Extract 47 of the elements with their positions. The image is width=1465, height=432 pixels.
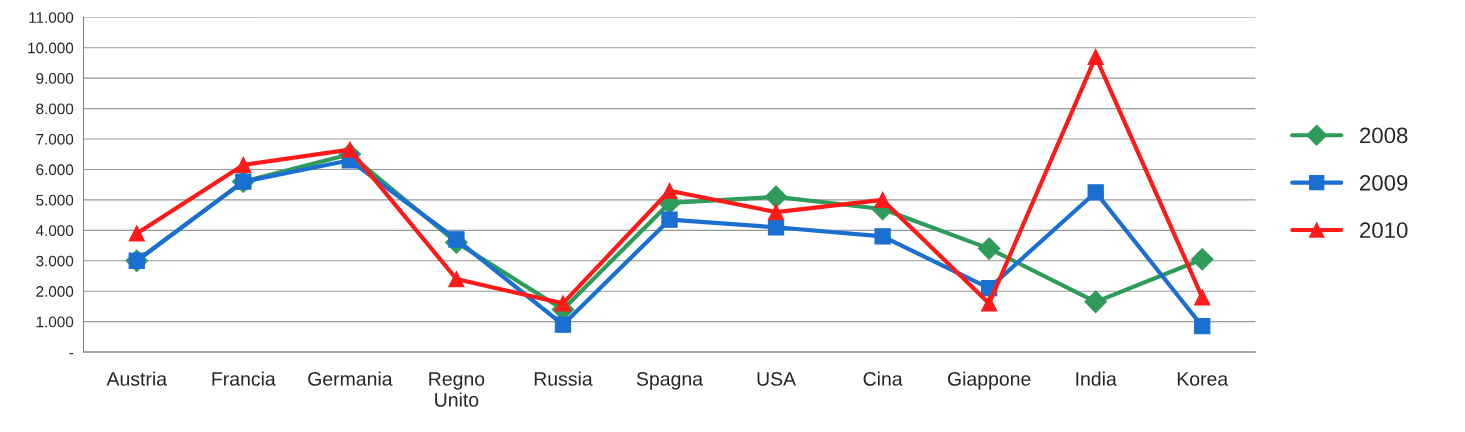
point (661, 211, 678, 228)
y-tick-label: 9.000 (36, 73, 74, 84)
point (1190, 247, 1214, 271)
point (1194, 289, 1211, 306)
point (874, 228, 891, 245)
y-tick-label: - (69, 352, 74, 355)
y-tick-label: 6.000 (36, 164, 74, 176)
point (341, 141, 359, 158)
point (1087, 48, 1104, 66)
y-tick-label: 1.000 (36, 316, 74, 328)
point (661, 182, 678, 199)
point (767, 219, 785, 236)
legend-label: 2010 (1360, 222, 1408, 239)
y-tick-label: 11.000 (29, 12, 74, 23)
x-tick-label: USA (757, 372, 796, 386)
x-tick-label: India (1076, 371, 1117, 386)
x-tick-label: Giappone (947, 371, 1031, 390)
point (1084, 290, 1108, 314)
y-tick-label: 3.000 (36, 255, 74, 267)
point (767, 203, 785, 221)
point (1194, 318, 1211, 335)
x-tick-label: Korea (1177, 372, 1229, 386)
x-tick-label: Cina (863, 371, 903, 386)
y-tick-label: 10.000 (28, 42, 74, 54)
point (128, 225, 145, 242)
x-tick-label: Austria (106, 371, 168, 386)
point (235, 156, 252, 174)
x-tick-label: Regno Unito (429, 372, 485, 407)
x-tick-label: Francia (212, 371, 276, 386)
legend-label: 2009 (1360, 174, 1408, 191)
x-tick-label: Spagna (636, 372, 704, 390)
x-tick-label: Russia (534, 371, 593, 386)
point (980, 295, 998, 312)
y-tick-label: 7.000 (36, 133, 74, 145)
point (554, 295, 572, 312)
y-tick-label: 4.000 (35, 225, 74, 237)
point (977, 237, 1001, 260)
point (554, 316, 572, 333)
x-tick-label: Germania (308, 371, 393, 386)
point (448, 270, 465, 288)
y-tick-label: 2.000 (36, 286, 74, 297)
y-tick-label: 8.000 (36, 103, 74, 115)
point (874, 191, 891, 209)
y-tick-label: 5.000 (36, 194, 74, 206)
legend-label: 2008 (1360, 127, 1408, 144)
point (1087, 184, 1104, 201)
point (764, 185, 788, 209)
